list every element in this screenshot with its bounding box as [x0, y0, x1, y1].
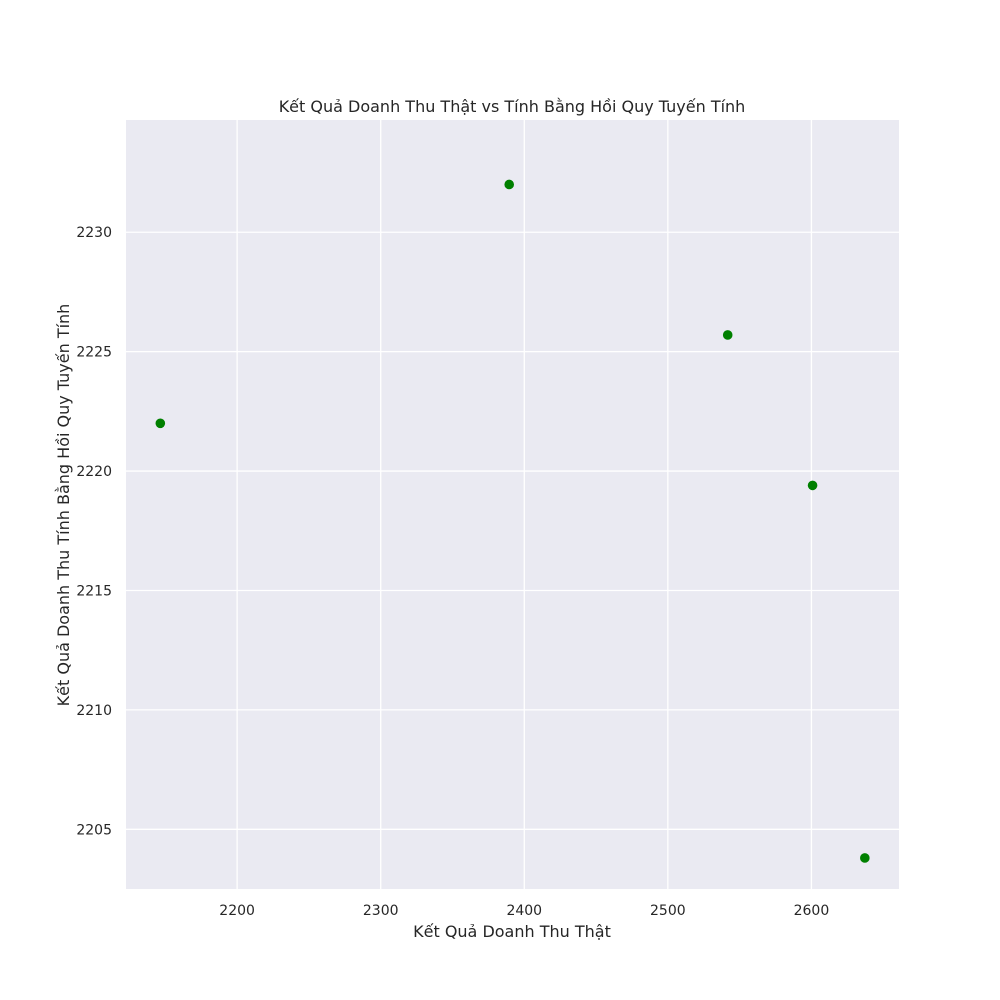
x-tick-label: 2300: [363, 903, 399, 919]
scatter-point: [504, 179, 514, 190]
data-points: [155, 179, 870, 863]
scatter-point: [860, 853, 870, 863]
plot-area: [126, 120, 899, 889]
x-tick-label: 2400: [506, 903, 542, 919]
x-tick-label: 2500: [650, 903, 686, 919]
grid-lines: [126, 120, 899, 889]
y-tick-label: 2205: [76, 822, 112, 838]
y-tick-label: 2210: [76, 703, 112, 719]
y-axis-label: Kết Quả Doanh Thu Tính Bằng Hồi Quy Tuyế…: [54, 304, 73, 707]
x-tick-label: 2600: [794, 903, 830, 919]
y-tick-labels: 2205 2210 2215 2220 2225 2230: [76, 225, 112, 838]
y-tick-label: 2225: [76, 345, 112, 361]
x-tick-labels: 2200 2300 2400 2500 2600: [219, 903, 829, 919]
chart-title: Kết Quả Doanh Thu Thật vs Tính Bằng Hồi …: [279, 97, 746, 116]
scatter-point: [722, 330, 733, 340]
scatter-point: [155, 418, 166, 429]
y-tick-label: 2215: [76, 583, 112, 599]
x-tick-label: 2200: [219, 903, 255, 919]
y-tick-label: 2220: [76, 464, 112, 480]
y-tick-label: 2230: [76, 225, 112, 241]
x-axis-label: Kết Quả Doanh Thu Thật: [413, 922, 611, 941]
scatter-point: [807, 480, 818, 491]
